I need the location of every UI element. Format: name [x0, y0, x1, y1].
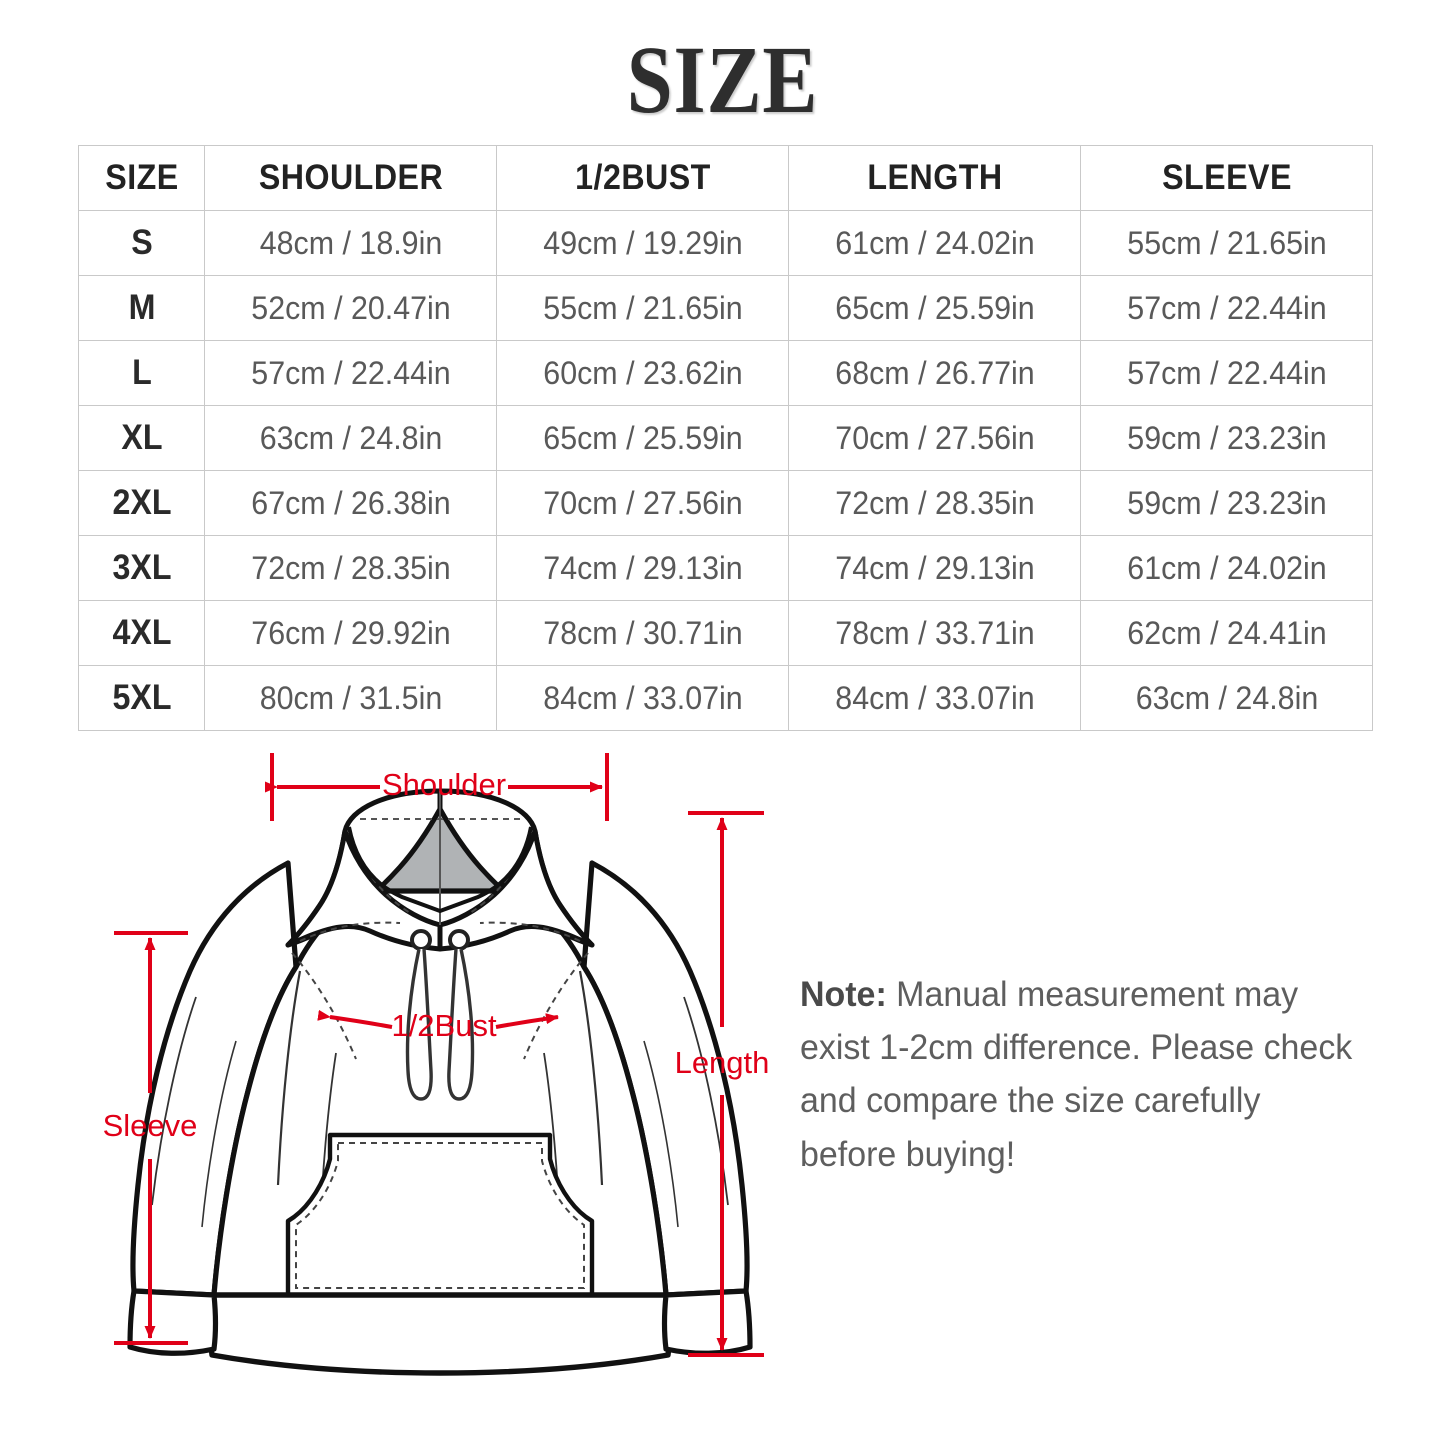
column-header-size: SIZE — [83, 145, 200, 211]
table-row: S 48cm / 18.9in 49cm / 19.29in 61cm / 24… — [79, 210, 1373, 276]
table-row: 5XL 80cm / 31.5in 84cm / 33.07in 84cm / … — [79, 665, 1373, 731]
hoodie-illustration — [127, 788, 753, 1376]
shoulder-seam-left — [291, 952, 357, 1060]
cell-size: S — [83, 210, 200, 276]
measure-sleeve — [114, 931, 188, 1345]
cell-shoulder: 57cm / 22.44in — [211, 340, 490, 406]
cell-bust: 65cm / 25.59in — [503, 405, 782, 471]
hoodie-measurement-diagram: Shoulder 1/2Bust Length Sl — [0, 735, 800, 1395]
page-title: SIZE — [626, 26, 819, 133]
cell-shoulder: 48cm / 18.9in — [211, 210, 490, 276]
cell-bust: 74cm / 29.13in — [503, 535, 782, 601]
table-row: L 57cm / 22.44in 60cm / 23.62in 68cm / 2… — [79, 340, 1373, 406]
cell-length: 72cm / 28.35in — [795, 470, 1074, 536]
measure-shoulder — [265, 753, 609, 821]
hood-front-edge — [347, 826, 533, 914]
cuff-right — [661, 1288, 753, 1356]
cell-sleeve: 55cm / 21.65in — [1087, 210, 1366, 276]
cell-shoulder: 76cm / 29.92in — [211, 600, 490, 666]
cell-size: M — [83, 275, 200, 341]
cell-length: 68cm / 26.77in — [795, 340, 1074, 406]
hood-edge-dash-right — [479, 921, 581, 942]
kangaroo-pocket — [285, 1132, 595, 1298]
column-header-sleeve: SLEEVE — [1091, 145, 1362, 211]
cell-bust: 78cm / 30.71in — [503, 600, 782, 666]
cell-sleeve: 59cm / 23.23in — [1087, 470, 1366, 536]
hood-edge-dash-left — [299, 921, 401, 942]
hood-roll-right — [437, 828, 595, 952]
eyelet-left — [410, 929, 432, 951]
table-row: 4XL 76cm / 29.92in 78cm / 30.71in 78cm /… — [79, 600, 1373, 666]
cell-sleeve: 57cm / 22.44in — [1087, 275, 1366, 341]
cell-sleeve: 57cm / 22.44in — [1087, 340, 1366, 406]
fold-right-1 — [578, 970, 604, 1186]
cell-length: 70cm / 27.56in — [795, 405, 1074, 471]
cell-bust: 70cm / 27.56in — [503, 470, 782, 536]
sleeve-fold-left-1 — [151, 996, 197, 1206]
cell-length: 84cm / 33.07in — [795, 665, 1074, 731]
cell-bust: 84cm / 33.07in — [503, 665, 782, 731]
measure-length — [688, 811, 764, 1357]
length-label: Length — [675, 1045, 770, 1080]
cell-sleeve: 59cm / 23.23in — [1087, 405, 1366, 471]
cell-bust: 49cm / 19.29in — [503, 210, 782, 276]
bust-arrow-left — [317, 1009, 393, 1029]
cell-size: 5XL — [83, 665, 200, 731]
eyelet-right — [448, 929, 470, 951]
drawstring-left — [405, 948, 433, 1101]
sleeve-label: Sleeve — [103, 1108, 198, 1143]
hood-roll-left — [285, 828, 443, 952]
size-table: SIZE SHOULDER 1/2BUST LENGTH SLEEVE S 48… — [78, 145, 1373, 731]
cell-length: 78cm / 33.71in — [795, 600, 1074, 666]
measure-bust — [317, 1009, 559, 1029]
shoulder-label: Shoulder — [382, 767, 506, 802]
table-row: XL 63cm / 24.8in 65cm / 25.59in 70cm / 2… — [79, 405, 1373, 471]
note-text: Manual measurement may exist 1-2cm diffe… — [800, 975, 1353, 1174]
cell-shoulder: 72cm / 28.35in — [211, 535, 490, 601]
cell-sleeve: 63cm / 24.8in — [1087, 665, 1366, 731]
hem-band — [208, 1292, 672, 1376]
sleeve-fold-right-2 — [643, 1040, 679, 1228]
sleeve-fold-right-1 — [683, 996, 729, 1206]
bust-arrow-right — [495, 1013, 559, 1029]
cell-length: 74cm / 29.13in — [795, 535, 1074, 601]
note-block: Note: Manual measurement may exist 1-2cm… — [800, 968, 1353, 1181]
cell-sleeve: 61cm / 24.02in — [1087, 535, 1366, 601]
table-row: 2XL 67cm / 26.38in 70cm / 27.56in 72cm /… — [79, 470, 1373, 536]
pocket-topstitch — [295, 1142, 585, 1289]
column-header-bust: 1/2BUST — [507, 145, 778, 211]
cell-length: 61cm / 24.02in — [795, 210, 1074, 276]
cell-size: 3XL — [83, 535, 200, 601]
drawstring-right — [447, 948, 475, 1101]
column-header-shoulder: SHOULDER — [215, 145, 486, 211]
header-row: SIZE SHOULDER 1/2BUST LENGTH SLEEVE — [79, 145, 1373, 211]
table-row: M 52cm / 20.47in 55cm / 21.65in 65cm / 2… — [79, 275, 1373, 341]
cell-size: 4XL — [83, 600, 200, 666]
note-label: Note: — [800, 975, 887, 1014]
table-body: S 48cm / 18.9in 49cm / 19.29in 61cm / 24… — [79, 210, 1373, 731]
table-header: SIZE SHOULDER 1/2BUST LENGTH SLEEVE — [79, 145, 1373, 211]
cell-shoulder: 52cm / 20.47in — [211, 275, 490, 341]
cell-length: 65cm / 25.59in — [795, 275, 1074, 341]
bust-label: 1/2Bust — [391, 1008, 497, 1043]
sleeve-fold-left-2 — [201, 1040, 237, 1228]
cell-bust: 55cm / 21.65in — [503, 275, 782, 341]
fold-left-1 — [276, 970, 302, 1186]
cell-size: L — [83, 340, 200, 406]
cell-sleeve: 62cm / 24.41in — [1087, 600, 1366, 666]
cell-bust: 60cm / 23.62in — [503, 340, 782, 406]
column-header-length: LENGTH — [799, 145, 1070, 211]
cell-shoulder: 80cm / 31.5in — [211, 665, 490, 731]
cell-size: 2XL — [83, 470, 200, 536]
shoulder-seam-right — [523, 952, 589, 1060]
cell-shoulder: 67cm / 26.38in — [211, 470, 490, 536]
cell-size: XL — [83, 405, 200, 471]
table-row: 3XL 72cm / 28.35in 74cm / 29.13in 74cm /… — [79, 535, 1373, 601]
cell-shoulder: 63cm / 24.8in — [211, 405, 490, 471]
